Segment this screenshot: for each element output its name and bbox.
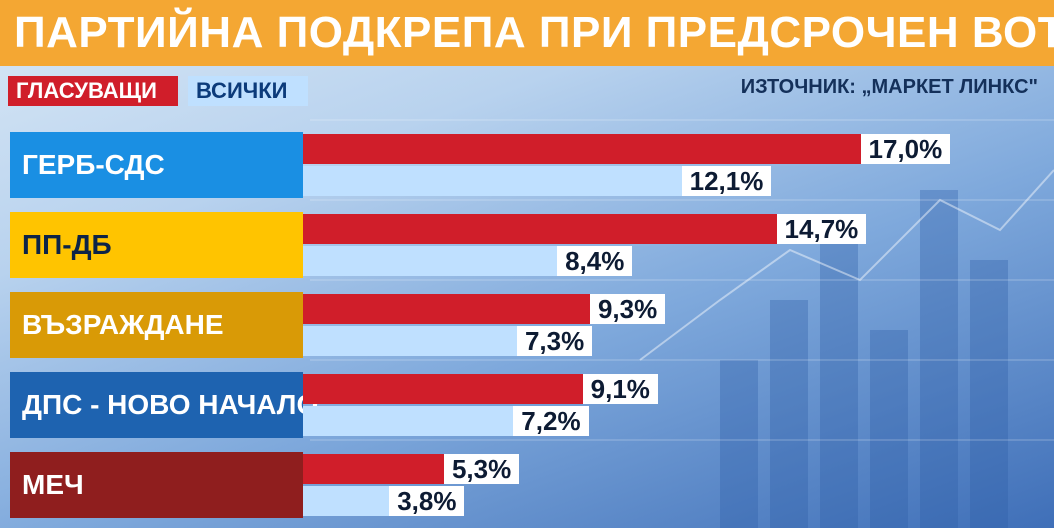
voters-bar (303, 294, 643, 324)
title-bar: ПАРТИЙНА ПОДКРЕПА ПРИ ПРЕДСРОЧЕН ВОТ (0, 0, 1054, 66)
voters-value-label: 14,7% (776, 214, 867, 244)
legend-voters: ГЛАСУВАЩИ (8, 76, 178, 106)
category-label: ГЕРБ-СДС (10, 132, 303, 198)
voters-value-label: 5,3% (443, 454, 520, 484)
category-label: МЕЧ (10, 452, 303, 518)
all-value-label: 8,4% (557, 246, 633, 276)
category-label: ПП-ДБ (10, 212, 303, 278)
all-value-label: 3,8% (389, 486, 465, 516)
legend-all: ВСИЧКИ (188, 76, 308, 106)
all-value-label: 12,1% (681, 166, 772, 196)
voters-value-label: 9,3% (589, 294, 666, 324)
all-value-label: 7,3% (516, 326, 593, 356)
voters-value-label: 9,1% (582, 374, 658, 404)
voters-bar (303, 374, 636, 404)
all-value-label: 7,2% (513, 406, 589, 436)
all-bar (303, 166, 745, 196)
voters-bar (303, 134, 924, 164)
category-label: ВЪЗРАЖДАНЕ (10, 292, 303, 358)
voters-bar (303, 214, 840, 244)
chart-title: ПАРТИЙНА ПОДКРЕПА ПРИ ПРЕДСРОЧЕН ВОТ (14, 8, 1054, 57)
category-label: ДПС - НОВО НАЧАЛО (10, 372, 318, 438)
voters-value-label: 17,0% (860, 134, 951, 164)
source-note: ИЗТОЧНИК: „МАРКЕТ ЛИНКС" (740, 76, 1038, 98)
